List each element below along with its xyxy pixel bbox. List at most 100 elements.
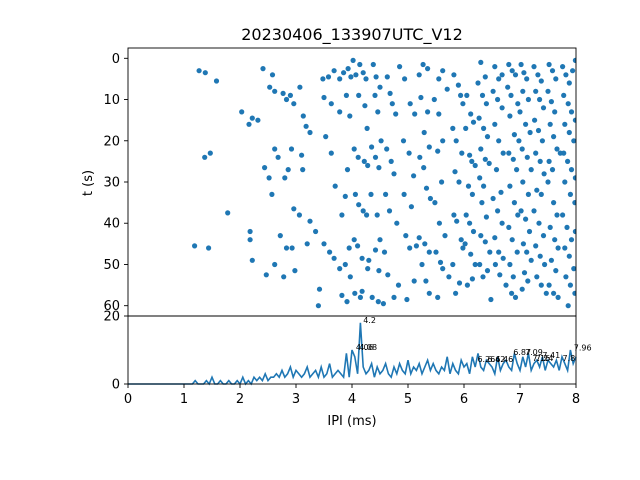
scatter-point [478, 233, 484, 239]
scatter-point [361, 158, 367, 164]
scatter-point [347, 274, 353, 280]
scatter-point [385, 272, 391, 278]
scatter-point [400, 138, 407, 144]
scatter-point [470, 228, 477, 235]
scatter-point [496, 76, 502, 82]
scatter-point [517, 109, 523, 115]
scatter-point [213, 78, 220, 84]
scatter-point [275, 154, 281, 160]
scatter-point [527, 129, 533, 136]
scatter-point [402, 76, 408, 82]
scatter-point [344, 299, 350, 305]
scatter-point [572, 175, 576, 181]
scatter-point [510, 274, 516, 280]
scatter-point [436, 220, 442, 226]
scatter-point [521, 270, 528, 276]
scatter-point [393, 111, 399, 117]
scatter-point [528, 167, 534, 173]
scatter-plot: 0 10 20 30 40 50 60 [103, 47, 577, 317]
scatter-point [567, 191, 574, 197]
scatter-point [549, 68, 556, 74]
scatter-point [472, 162, 478, 169]
scatter-point [533, 88, 539, 94]
scatter-point [296, 212, 302, 218]
scatter-point [566, 80, 572, 86]
scatter-point [560, 64, 566, 70]
peak-label: 6.46 [495, 355, 513, 364]
scatter-point [531, 208, 537, 214]
scatter-point [455, 82, 461, 88]
scatter-point [528, 257, 534, 263]
scatter-point [408, 204, 414, 210]
peak-label: 6.87 [513, 348, 531, 357]
scatter-point [283, 245, 290, 251]
scatter-point [446, 274, 452, 280]
scatter-point [514, 249, 520, 255]
scatter-point [496, 138, 502, 144]
scatter-point [571, 266, 576, 272]
scatter-point [509, 237, 515, 243]
scatter-point [282, 175, 288, 181]
scatter-point [432, 200, 438, 206]
scatter-point [378, 138, 384, 144]
scatter-point [493, 167, 500, 173]
x-tick-label: 3 [292, 392, 300, 407]
scatter-point [477, 175, 483, 181]
scatter-point [363, 76, 369, 82]
scatter-point [492, 64, 498, 70]
scatter-point [433, 249, 439, 255]
scatter-point [332, 183, 338, 189]
scatter-point [459, 150, 465, 156]
scatter-point [490, 195, 496, 202]
scatter-point [351, 237, 357, 243]
scatter-point [352, 290, 358, 296]
scatter-point [339, 292, 345, 298]
scatter-point [427, 195, 433, 202]
scatter-point [506, 61, 512, 68]
scatter-point [520, 88, 526, 94]
scatter-point [404, 296, 410, 303]
scatter-point [477, 261, 483, 268]
scatter-point [572, 228, 576, 235]
scatter-point [192, 243, 198, 249]
scatter-point [557, 150, 563, 156]
scatter-point [359, 288, 365, 294]
scatter-point [538, 78, 544, 84]
scatter-point [525, 278, 531, 284]
scatter-point [435, 148, 441, 154]
scatter-point [531, 64, 537, 70]
scatter-point [345, 66, 351, 72]
scatter-point [323, 134, 329, 140]
scatter-point [533, 243, 539, 249]
scatter-point [342, 261, 348, 268]
scatter-point [453, 290, 459, 296]
scatter-point [555, 294, 561, 300]
scatter-point [339, 212, 345, 218]
peak-label: 4.06 [356, 343, 374, 352]
scatter-point [380, 301, 386, 307]
scatter-point [546, 282, 552, 288]
scatter-point [515, 101, 521, 107]
scatter-point [541, 171, 547, 177]
scatter-point [260, 66, 266, 72]
scatter-point [492, 121, 498, 127]
x-tick-label: 4 [348, 392, 356, 407]
scatter-point [291, 206, 297, 212]
scatter-point [419, 261, 425, 268]
y-tick-label: 10 [103, 93, 120, 108]
scatter-point [283, 96, 290, 103]
scatter-point [442, 233, 448, 239]
scatter-point [546, 61, 552, 68]
scatter-point [357, 294, 363, 300]
scatter-point [368, 191, 374, 197]
scatter-point [360, 70, 366, 76]
scatter-point [285, 167, 291, 173]
scatter-point [516, 138, 522, 144]
peak-label: 7.24 [536, 354, 554, 363]
scatter-point [549, 167, 556, 173]
scatter-point [247, 237, 253, 243]
scatter-point [440, 68, 446, 74]
scatter-point [406, 150, 412, 156]
peak-label: 7.09 [525, 348, 543, 357]
scatter-point [540, 105, 547, 111]
